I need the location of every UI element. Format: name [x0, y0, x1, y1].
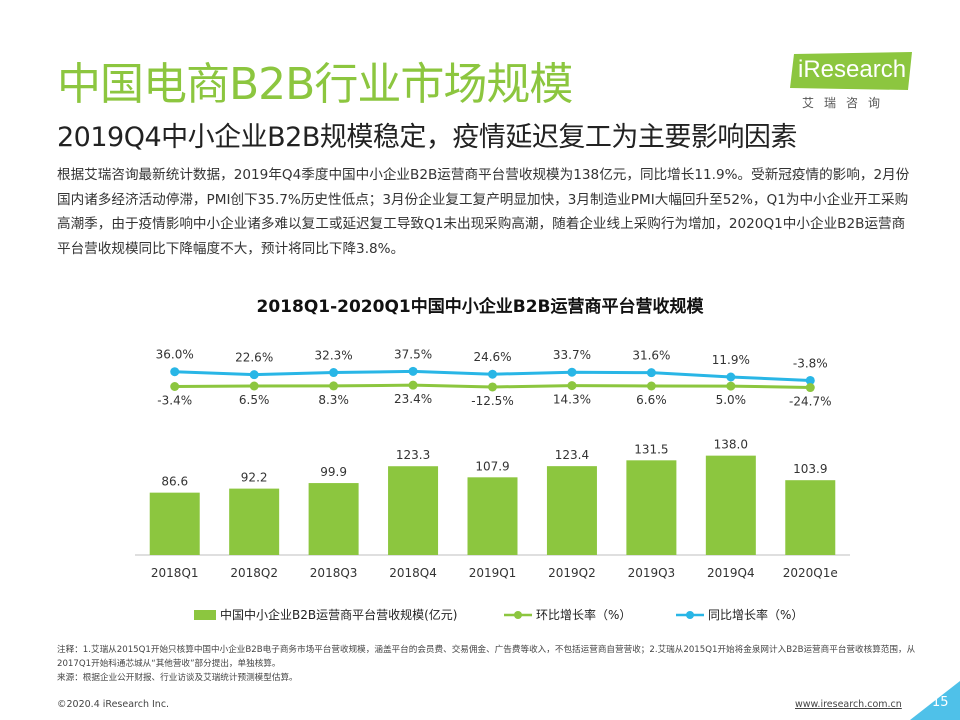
- yoy-point-2020Q1e: [805, 375, 815, 385]
- qoq-label-2019Q4: 5.0%: [716, 393, 747, 407]
- x-tick-label-2018Q1: 2018Q1: [151, 566, 199, 580]
- qoq-point-2018Q1: [170, 381, 180, 391]
- qoq-label-2020Q1e: -24.7%: [789, 395, 831, 409]
- chart-legend: 中国中小企业B2B运营商平台营收规模(亿元) 环比增长率（%） 同比增长率（%）: [0, 606, 960, 626]
- legend-yoy-swatch: [676, 610, 704, 619]
- bar-label-2018Q2: 92.2: [241, 471, 268, 485]
- yoy-point-2018Q1: [170, 367, 180, 377]
- legend-item-qoq: 环比增长率（%）: [504, 606, 631, 623]
- bar-label-2018Q1: 86.6: [161, 475, 188, 489]
- yoy-point-2018Q4: [408, 366, 418, 376]
- description-paragraph: 根据艾瑞咨询最新统计数据，2019年Q4季度中国中小企业B2B运营商平台营收规模…: [57, 167, 910, 257]
- bar-label-2018Q4: 123.3: [396, 448, 430, 462]
- page-number-badge: [910, 681, 960, 720]
- logo-tagline: 艾瑞咨询: [802, 96, 891, 110]
- qoq-label-2018Q2: 6.5%: [239, 393, 270, 407]
- qoq-point-2018Q3: [329, 381, 339, 391]
- page-subtitle: 2019Q4中小企业B2B规模稳定，疫情延迟复工为主要影响因素: [57, 122, 797, 153]
- bar-label-2019Q3: 131.5: [634, 442, 668, 456]
- yoy-label-2019Q1: 24.6%: [473, 350, 511, 364]
- qoq-label-2019Q3: 6.6%: [636, 393, 667, 407]
- bar-2018Q4: [388, 466, 439, 555]
- footer-copyright: ©2020.4 iResearch Inc.: [57, 699, 170, 710]
- bar-label-2020Q1e: 103.9: [793, 462, 827, 476]
- qoq-point-2019Q1: [488, 382, 497, 392]
- x-tick-label-2020Q1e: 2020Q1e: [783, 566, 838, 580]
- yoy-point-2019Q1: [488, 369, 497, 379]
- qoq-point-2019Q4: [726, 381, 736, 391]
- bar-2020Q1e: [785, 480, 836, 555]
- chart-notes: 注释：1.艾瑞从2015Q1开始只核算中国中小企业B2B电子商务市场平台营收规模…: [57, 643, 917, 685]
- legend-label-revenue: 中国中小企业B2B运营商平台营收规模(亿元): [220, 608, 458, 622]
- legend-bar-swatch: [194, 609, 216, 620]
- x-tick-label-2019Q4: 2019Q4: [707, 566, 755, 580]
- bar-label-2018Q3: 99.9: [320, 465, 347, 479]
- yoy-point-2018Q3: [329, 368, 339, 378]
- x-tick-label-2018Q4: 2018Q4: [389, 566, 437, 580]
- page-number: 15: [932, 695, 949, 710]
- legend-item-yoy: 同比增长率（%）: [676, 606, 803, 623]
- bar-label-2019Q1: 107.9: [475, 459, 509, 473]
- bar-2019Q1: [467, 477, 518, 555]
- yoy-point-2019Q2: [567, 367, 577, 377]
- yoy-label-2018Q2: 22.6%: [235, 351, 273, 365]
- bar-2018Q3: [308, 483, 359, 555]
- yoy-point-2019Q3: [646, 368, 656, 378]
- logo-badge: [790, 52, 912, 90]
- qoq-label-2018Q1: -3.4%: [157, 393, 192, 407]
- page-title: 中国电商B2B行业市场规模: [57, 59, 573, 110]
- footer-url-link[interactable]: www.iresearch.com.cn: [795, 699, 902, 710]
- yoy-label-2018Q3: 32.3%: [315, 349, 353, 363]
- qoq-point-2019Q3: [646, 381, 656, 391]
- chart-title: 2018Q1-2020Q1中国中小企业B2B运营商平台营收规模: [256, 297, 704, 317]
- qoq-point-2020Q1e: [805, 383, 815, 393]
- yoy-label-2020Q1e: -3.8%: [793, 356, 828, 370]
- bar-2018Q1: [149, 492, 200, 555]
- x-tick-label-2018Q2: 2018Q2: [230, 566, 278, 580]
- x-tick-label-2019Q3: 2019Q3: [628, 566, 676, 580]
- yoy-label-2019Q4: 11.9%: [712, 353, 750, 367]
- revenue-chart: 86.6 2018Q1 92.2 2018Q2 99.9 2018Q3 123.3 2018Q…: [135, 347, 850, 580]
- qoq-label-2018Q3: 8.3%: [318, 393, 349, 407]
- yoy-point-2019Q4: [726, 372, 736, 382]
- legend-qoq-swatch: [504, 610, 532, 619]
- qoq-point-2019Q2: [567, 381, 577, 391]
- iresearch-logo: iResearch 艾瑞咨询: [790, 52, 915, 112]
- x-tick-label-2019Q1: 2019Q1: [469, 566, 517, 580]
- qoq-label-2019Q1: -12.5%: [471, 394, 513, 408]
- yoy-point-2018Q2: [249, 370, 259, 380]
- bar-label-2019Q4: 138.0: [714, 438, 748, 452]
- yoy-label-2018Q1: 36.0%: [156, 348, 194, 362]
- yoy-label-2019Q2: 33.7%: [553, 348, 591, 362]
- qoq-label-2019Q2: 14.3%: [553, 393, 591, 407]
- x-tick-label-2019Q2: 2019Q2: [548, 566, 596, 580]
- legend-label-yoy: 同比增长率（%）: [708, 608, 804, 622]
- legend-label-qoq: 环比增长率（%）: [536, 608, 632, 622]
- bar-2019Q3: [626, 460, 677, 555]
- bar-2018Q2: [229, 488, 280, 555]
- legend-item-revenue: 中国中小企业B2B运营商平台营收规模(亿元): [194, 606, 457, 623]
- qoq-point-2018Q2: [249, 381, 259, 391]
- bar-2019Q4: [705, 455, 756, 555]
- qoq-label-2018Q4: 23.4%: [394, 392, 432, 406]
- logo-brand-text: iResearch: [798, 56, 907, 83]
- bar-2019Q2: [546, 466, 597, 555]
- bar-label-2019Q2: 123.4: [555, 448, 589, 462]
- source-text: 来源：根据企业公开财报、行业访谈及艾瑞统计预测模型估算。: [57, 673, 298, 683]
- x-tick-label-2018Q3: 2018Q3: [310, 566, 358, 580]
- yoy-label-2019Q3: 31.6%: [632, 349, 670, 363]
- yoy-label-2018Q4: 37.5%: [394, 347, 432, 361]
- note-text: 注释：1.艾瑞从2015Q1开始只核算中国中小企业B2B电子商务市场平台营收规模…: [57, 645, 916, 669]
- qoq-point-2018Q4: [408, 380, 418, 390]
